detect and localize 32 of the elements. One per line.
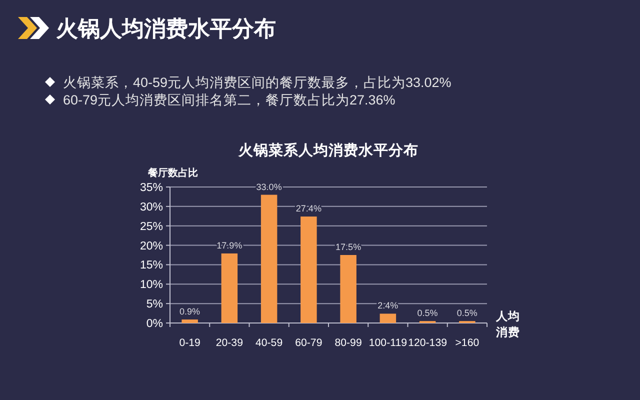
x-tick-label: 20-39	[216, 337, 244, 349]
bar	[300, 216, 317, 323]
text: 60-79元人均消费区间排名第二，餐厅数占比为27.36%	[63, 92, 396, 108]
bar	[221, 253, 238, 323]
bar	[340, 255, 356, 323]
chart-title: 火锅人均消费水平分布	[56, 16, 276, 41]
text: 火锅菜系，40-59元人均消费区间的餐厅数最多，占比为33.02%	[63, 75, 452, 90]
y-tick-label: 0%	[146, 318, 163, 330]
x-tick-label: 100-119	[368, 337, 408, 349]
x-axis-title: 人均消费	[495, 310, 520, 339]
data-label: 0.5%	[456, 308, 478, 318]
data-label: 27.4%	[296, 204, 322, 214]
y-tick-label: 5%	[146, 298, 163, 311]
bar	[182, 320, 198, 323]
data-label: 0.9%	[180, 306, 200, 317]
y-tick-label: 30%	[140, 201, 163, 214]
x-tick-label: 80-99	[334, 337, 362, 349]
y-tick-label: 15%	[140, 260, 163, 272]
y-tick-label: 25%	[140, 220, 163, 233]
bar	[260, 194, 278, 323]
x-tick-label: 40-59	[256, 337, 283, 349]
chart-subtitle: 火锅菜系人均消费水平分布	[238, 142, 418, 159]
x-tick-label: >160	[455, 337, 480, 349]
y-tick-label: 10%	[140, 279, 163, 292]
y-tick-label: 20%	[140, 240, 163, 252]
y-axis-title: 餐厅数占比	[147, 167, 198, 179]
data-label: 0.5%	[417, 308, 438, 318]
y-tick-label: 35%	[140, 182, 163, 194]
x-tick-label: 120-139	[408, 337, 448, 349]
bar	[380, 314, 396, 323]
x-tick-label: 60-79	[295, 337, 322, 349]
x-tick-label: 0-19	[179, 337, 201, 349]
